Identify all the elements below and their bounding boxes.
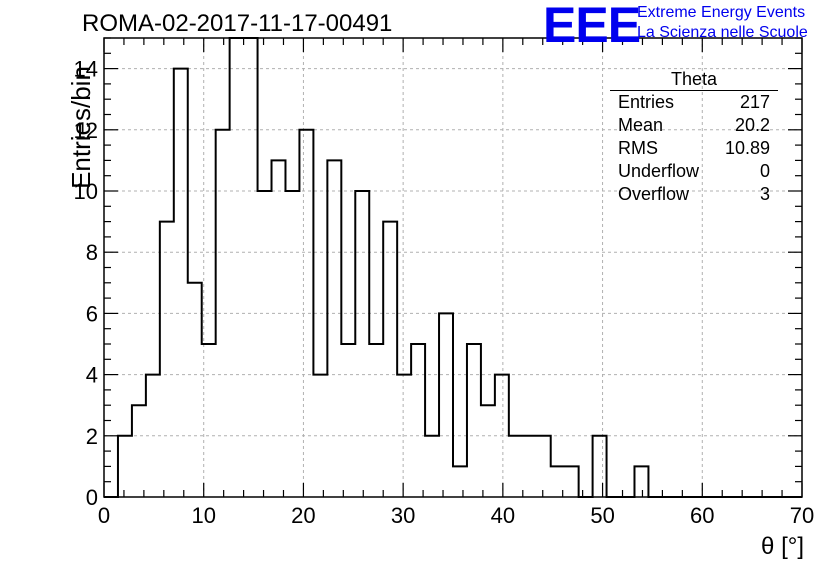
stats-row-mean: Mean 20.2	[610, 114, 778, 137]
histogram-bin	[132, 405, 146, 497]
histogram-bin	[481, 405, 495, 497]
x-tick-label: 60	[690, 503, 714, 528]
histogram-bin	[509, 436, 523, 497]
y-tick-label: 6	[86, 301, 98, 326]
histogram-bin	[341, 344, 355, 497]
stats-value: 217	[739, 92, 770, 112]
stats-box: Theta Entries 217 Mean 20.2 RMS 10.89 Un…	[610, 68, 778, 206]
logo-caption: Extreme Energy Events La Scienza nelle S…	[637, 3, 808, 43]
histogram-bin	[453, 466, 467, 497]
axis-ticks	[103, 37, 803, 498]
x-tick-label: 70	[790, 503, 814, 528]
histogram-bin	[523, 436, 537, 497]
histogram-bin	[285, 191, 299, 497]
y-tick-label: 14	[74, 57, 98, 82]
histogram-bin	[118, 436, 132, 497]
y-tick-label: 4	[86, 363, 98, 388]
eee-logo: EEE	[543, 0, 641, 53]
histogram-bin	[174, 69, 188, 497]
histogram-bin	[355, 191, 369, 497]
histogram-bin	[258, 191, 272, 497]
histogram-bin	[244, 38, 258, 497]
histogram-bin	[313, 375, 327, 497]
logo-caption-line1: Extreme Energy Events	[637, 4, 806, 21]
x-tick-label: 20	[291, 503, 315, 528]
stats-label: Mean	[618, 115, 664, 135]
histogram-bin	[397, 375, 411, 497]
stats-label: Overflow	[618, 184, 690, 204]
stats-value: 0	[759, 161, 770, 181]
stats-label: Underflow	[618, 161, 700, 181]
histogram-bin	[467, 344, 481, 497]
y-tick-label: 8	[86, 240, 98, 265]
x-tick-label: 50	[590, 503, 614, 528]
x-tick-label: 30	[391, 503, 415, 528]
x-axis-label: θ [°]	[761, 533, 804, 560]
histogram-bin	[369, 344, 383, 497]
histogram-bin	[565, 466, 579, 497]
stats-label: Entries	[618, 92, 675, 112]
histogram-bin	[299, 130, 313, 497]
x-tick-label: 40	[491, 503, 515, 528]
histogram-bin	[202, 344, 216, 497]
histogram-bin	[146, 375, 160, 497]
histogram-bin	[188, 283, 202, 497]
histogram-bin	[327, 160, 341, 497]
y-tick-label: 0	[86, 485, 98, 510]
stats-row-overflow: Overflow 3	[610, 183, 778, 206]
stats-title: Theta	[610, 68, 778, 91]
x-tick-labels: 0 10 20 30 40 50 60 70	[98, 503, 814, 528]
y-tick-label: 2	[86, 424, 98, 449]
histogram-bin	[425, 436, 439, 497]
y-tick-labels: 0 2 4 6 8 10 12 14	[74, 57, 98, 510]
stats-value: 10.89	[724, 138, 770, 158]
logo-caption-line2: La Scienza nelle Scuole	[637, 24, 808, 41]
y-axis-label: Entries/bin	[65, 66, 96, 189]
stats-row-entries: Entries 217	[610, 91, 778, 114]
x-tick-label: 10	[191, 503, 215, 528]
stats-value: 3	[759, 184, 770, 204]
histogram-bin	[537, 436, 551, 497]
histogram-bin	[160, 222, 174, 497]
histogram-bin	[551, 466, 565, 497]
y-tick-label: 10	[74, 179, 98, 204]
histogram-bin	[634, 466, 648, 497]
chart-title: ROMA-02-2017-11-17-00491	[82, 10, 393, 37]
histogram-bin	[411, 344, 425, 497]
histogram-bin	[495, 375, 509, 497]
histogram-bin	[593, 436, 607, 497]
histogram-bin	[383, 222, 397, 497]
histogram-bin	[439, 313, 453, 497]
y-tick-label: 12	[74, 118, 98, 143]
histogram-bin	[230, 38, 244, 497]
stats-row-underflow: Underflow 0	[610, 160, 778, 183]
histogram-bin	[216, 130, 230, 497]
stats-label: RMS	[618, 138, 658, 158]
histogram-bin	[272, 160, 286, 497]
stats-value: 20.2	[734, 115, 770, 135]
stats-row-rms: RMS 10.89	[610, 137, 778, 160]
x-tick-label: 0	[98, 503, 110, 528]
